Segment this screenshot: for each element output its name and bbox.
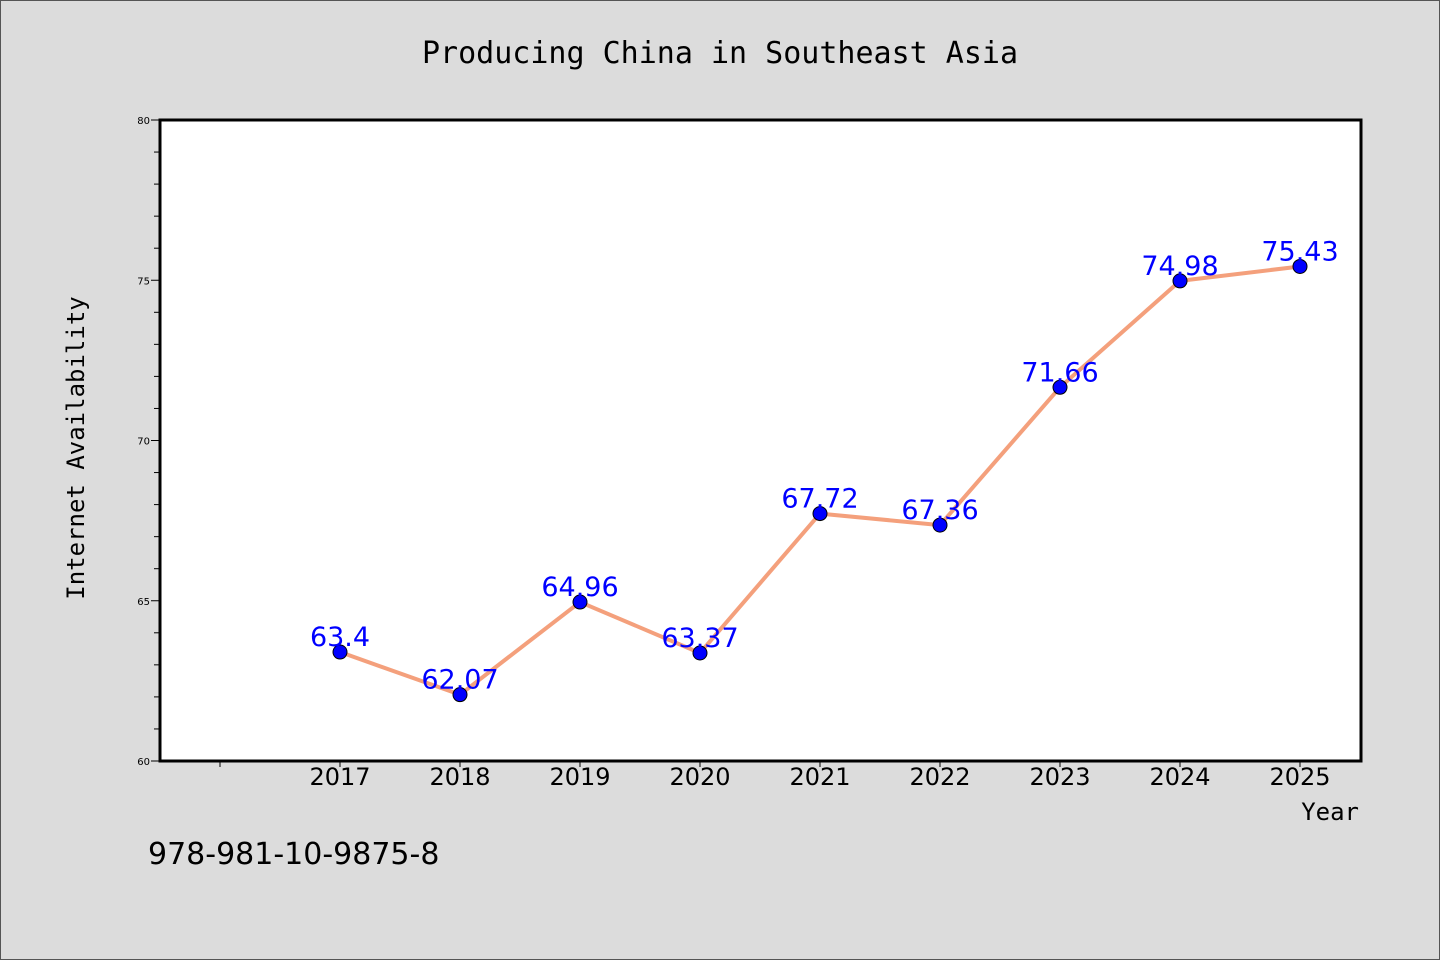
isbn-footer: 978-981-10-9875-8 — [148, 837, 439, 872]
x-tick-label-2023: 2023 — [1029, 763, 1090, 791]
data-label-2022: 67.36 — [901, 495, 978, 526]
x-tick-label-2025: 2025 — [1269, 763, 1330, 791]
x-tick-label-2017: 2017 — [309, 763, 370, 791]
data-label-2021: 67.72 — [781, 484, 858, 515]
series-markers — [332, 258, 1308, 703]
x-tick-label-2021: 2021 — [789, 763, 850, 791]
data-point-2021 — [812, 506, 828, 522]
x-tick-label-2020: 2020 — [669, 763, 730, 791]
y-tick-label: 65 — [137, 597, 150, 608]
y-tick-label: 70 — [137, 437, 150, 448]
data-point-2023 — [1052, 379, 1068, 395]
y-axis-ticks: 60 65 70 75 80 — [137, 116, 160, 768]
y-tick-label: 80 — [137, 116, 150, 127]
x-tick-label-2019: 2019 — [549, 763, 610, 791]
x-axis-ticks: 2017 2018 2019 2020 2021 2022 2023 2024 2025 — [219, 761, 1331, 791]
data-point-2024 — [1172, 273, 1188, 289]
data-label-2023: 71.66 — [1021, 357, 1098, 388]
chart-title: Producing China in Southeast Asia — [422, 36, 1018, 71]
y-tick-label: 60 — [137, 757, 150, 768]
data-label-2019: 64.96 — [541, 572, 618, 603]
x-tick-label-2022: 2022 — [909, 763, 970, 791]
x-tick-label-2018: 2018 — [429, 763, 490, 791]
data-point-2022 — [932, 517, 948, 533]
data-label-2025: 75.43 — [1261, 236, 1338, 267]
data-point-2018 — [452, 687, 468, 703]
data-label-2024: 74.98 — [1141, 251, 1218, 282]
data-label-2018: 62.07 — [421, 665, 498, 696]
data-label-2020: 63.37 — [661, 623, 738, 654]
y-axis-title: Internet Availability — [62, 296, 90, 599]
data-point-2017 — [332, 644, 348, 660]
plot-area — [158, 118, 1363, 763]
y-tick-label: 75 — [137, 276, 150, 287]
data-label-2017: 63.4 — [310, 622, 370, 653]
x-tick-label-2024: 2024 — [1149, 763, 1210, 791]
data-point-2025 — [1292, 258, 1308, 274]
x-axis-title: Year — [1301, 798, 1359, 826]
data-labels: 63.4 62.07 64.96 63.37 67.72 67.36 71.66 74.98 7… — [310, 236, 1339, 695]
data-point-2019 — [572, 594, 588, 610]
data-point-2020 — [692, 645, 708, 661]
